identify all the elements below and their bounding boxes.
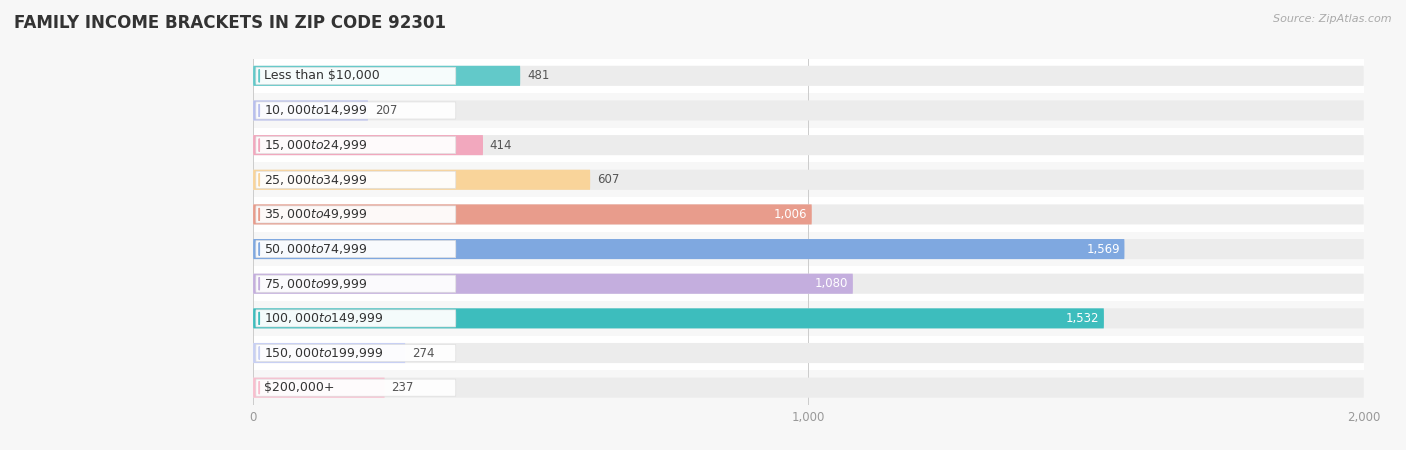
FancyBboxPatch shape <box>253 336 1364 370</box>
Text: 607: 607 <box>598 173 619 186</box>
Text: 1,532: 1,532 <box>1066 312 1099 325</box>
Text: $10,000 to $14,999: $10,000 to $14,999 <box>264 104 367 117</box>
Text: $25,000 to $34,999: $25,000 to $34,999 <box>264 173 367 187</box>
FancyBboxPatch shape <box>256 102 456 119</box>
FancyBboxPatch shape <box>253 343 405 363</box>
FancyBboxPatch shape <box>253 266 1364 301</box>
FancyBboxPatch shape <box>253 204 1364 225</box>
Text: 207: 207 <box>375 104 396 117</box>
FancyBboxPatch shape <box>253 274 1364 294</box>
Text: $150,000 to $199,999: $150,000 to $199,999 <box>264 346 384 360</box>
Text: Less than $10,000: Less than $10,000 <box>264 69 380 82</box>
FancyBboxPatch shape <box>253 93 1364 128</box>
FancyBboxPatch shape <box>253 378 1364 398</box>
FancyBboxPatch shape <box>256 206 456 223</box>
FancyBboxPatch shape <box>253 274 853 294</box>
Text: 237: 237 <box>391 381 413 394</box>
Text: 414: 414 <box>489 139 512 152</box>
FancyBboxPatch shape <box>253 378 385 398</box>
Text: 1,006: 1,006 <box>773 208 807 221</box>
FancyBboxPatch shape <box>253 100 1364 121</box>
FancyBboxPatch shape <box>256 171 456 188</box>
FancyBboxPatch shape <box>256 345 456 361</box>
Text: 481: 481 <box>527 69 550 82</box>
FancyBboxPatch shape <box>253 128 1364 162</box>
Text: $100,000 to $149,999: $100,000 to $149,999 <box>264 311 384 325</box>
Text: Source: ZipAtlas.com: Source: ZipAtlas.com <box>1274 14 1392 23</box>
FancyBboxPatch shape <box>253 239 1125 259</box>
FancyBboxPatch shape <box>253 66 520 86</box>
FancyBboxPatch shape <box>256 310 456 327</box>
Text: $200,000+: $200,000+ <box>264 381 335 394</box>
FancyBboxPatch shape <box>253 239 1364 259</box>
FancyBboxPatch shape <box>253 301 1364 336</box>
FancyBboxPatch shape <box>253 135 484 155</box>
FancyBboxPatch shape <box>253 100 368 121</box>
Text: 1,080: 1,080 <box>815 277 848 290</box>
FancyBboxPatch shape <box>253 308 1364 328</box>
FancyBboxPatch shape <box>253 170 1364 190</box>
FancyBboxPatch shape <box>253 66 1364 86</box>
FancyBboxPatch shape <box>253 197 1364 232</box>
FancyBboxPatch shape <box>253 343 1364 363</box>
Text: $15,000 to $24,999: $15,000 to $24,999 <box>264 138 367 152</box>
FancyBboxPatch shape <box>253 58 1364 93</box>
FancyBboxPatch shape <box>256 68 456 84</box>
Text: FAMILY INCOME BRACKETS IN ZIP CODE 92301: FAMILY INCOME BRACKETS IN ZIP CODE 92301 <box>14 14 446 32</box>
Text: 274: 274 <box>412 346 434 360</box>
Text: $35,000 to $49,999: $35,000 to $49,999 <box>264 207 367 221</box>
Text: 1,569: 1,569 <box>1087 243 1121 256</box>
FancyBboxPatch shape <box>253 162 1364 197</box>
FancyBboxPatch shape <box>253 308 1104 328</box>
FancyBboxPatch shape <box>256 241 456 257</box>
FancyBboxPatch shape <box>253 204 811 225</box>
FancyBboxPatch shape <box>256 137 456 153</box>
FancyBboxPatch shape <box>253 370 1364 405</box>
Text: $50,000 to $74,999: $50,000 to $74,999 <box>264 242 367 256</box>
FancyBboxPatch shape <box>256 379 456 396</box>
FancyBboxPatch shape <box>253 135 1364 155</box>
Text: $75,000 to $99,999: $75,000 to $99,999 <box>264 277 367 291</box>
FancyBboxPatch shape <box>256 275 456 292</box>
FancyBboxPatch shape <box>253 170 591 190</box>
FancyBboxPatch shape <box>253 232 1364 266</box>
